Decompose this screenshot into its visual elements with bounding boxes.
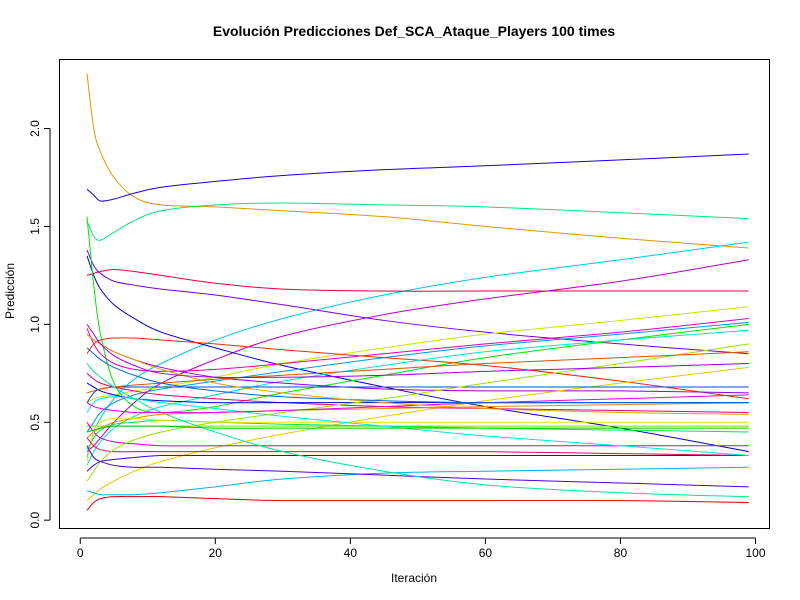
series-line-10 bbox=[86, 216, 749, 413]
series-line-9 bbox=[86, 306, 749, 404]
series-line-21 bbox=[86, 496, 749, 511]
series-line-27 bbox=[86, 382, 749, 404]
y-tick-label: 0.0 bbox=[28, 512, 42, 529]
series-line-2 bbox=[86, 153, 749, 202]
series-line-5 bbox=[86, 269, 749, 292]
series-line-19 bbox=[86, 372, 749, 413]
x-tick-label: 80 bbox=[614, 546, 628, 560]
series-line-37 bbox=[86, 425, 749, 433]
series-line-25 bbox=[86, 421, 749, 447]
series-line-35 bbox=[86, 347, 749, 404]
x-tick-label: 60 bbox=[479, 546, 493, 560]
series-line-12 bbox=[86, 321, 749, 433]
series-line-4 bbox=[86, 241, 749, 458]
series-line-26 bbox=[86, 417, 749, 462]
series-line-20 bbox=[86, 466, 749, 496]
series-line-32 bbox=[86, 445, 749, 488]
series-line-28 bbox=[86, 437, 749, 457]
y-tick-label: 2.0 bbox=[28, 120, 42, 137]
series-line-31 bbox=[86, 351, 749, 394]
series-line-23 bbox=[86, 402, 749, 439]
x-tick-label: 20 bbox=[209, 546, 223, 560]
series-line-11 bbox=[86, 317, 749, 372]
y-axis: 0.0 0.5 1.0 1.5 2.0 bbox=[28, 120, 51, 529]
chart-title: Evolución Predicciones Def_SCA_Ataque_Pl… bbox=[213, 23, 615, 39]
y-tick-label: 0.5 bbox=[28, 414, 42, 431]
x-tick-label: 100 bbox=[745, 546, 765, 560]
series-line-3 bbox=[86, 202, 749, 241]
series-line-34 bbox=[86, 394, 749, 414]
x-axis-label: Iteración bbox=[391, 571, 437, 585]
y-tick-label: 1.0 bbox=[28, 316, 42, 333]
y-axis-label: Predicción bbox=[3, 263, 17, 319]
series-line-17 bbox=[86, 386, 749, 403]
x-axis: 0 20 40 60 80 100 bbox=[77, 537, 766, 560]
series-line-29 bbox=[86, 396, 749, 457]
series-line-1 bbox=[86, 73, 749, 249]
series-line-8 bbox=[86, 255, 749, 453]
series-line-33 bbox=[86, 363, 749, 498]
x-tick-label: 0 bbox=[77, 546, 84, 560]
x-tick-label: 40 bbox=[344, 546, 358, 560]
y-tick-label: 1.5 bbox=[28, 218, 42, 235]
plot-frame bbox=[59, 59, 770, 529]
series-line-14 bbox=[86, 329, 749, 466]
series-group bbox=[86, 73, 749, 511]
series-line-38 bbox=[86, 324, 749, 379]
